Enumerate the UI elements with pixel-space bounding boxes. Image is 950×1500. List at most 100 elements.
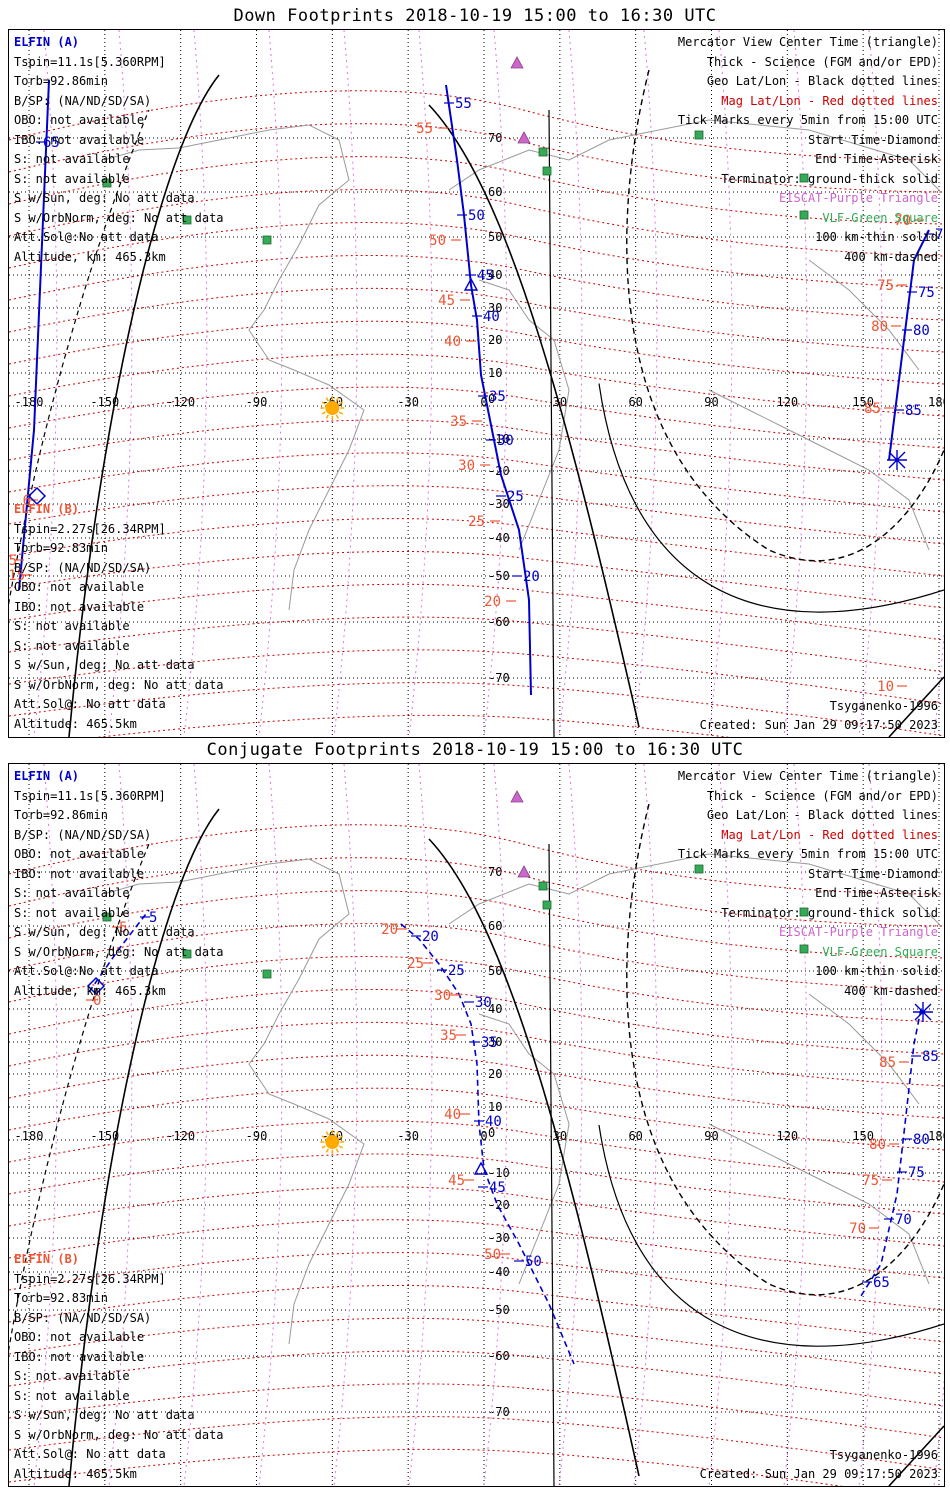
lon-label: 0 <box>480 1129 487 1143</box>
sun-ray <box>335 1131 339 1136</box>
elfin-b-tick-label: 30 <box>458 458 475 474</box>
square-icon <box>262 235 272 245</box>
mag-lat-line <box>9 452 944 513</box>
coastline <box>288 369 365 611</box>
sun-ray <box>335 414 339 419</box>
mag-lon-line <box>183 30 208 737</box>
lat-label: 50 <box>488 230 502 244</box>
elfin-a-line: S: not available <box>14 886 130 900</box>
lon-label: 90 <box>704 395 718 409</box>
legend-item: 100 km-thin solid <box>815 230 938 244</box>
elfin-a-line: Att.Sol@:No att data <box>14 964 159 978</box>
mag-lat-line <box>9 1021 944 1087</box>
elfin-a-tick-label: 30 <box>475 995 492 1011</box>
elfin-b-tick-label: 35 <box>450 414 467 430</box>
elfin-a-tick-label: 5 <box>149 910 157 926</box>
legend-item: Tick Marks every 5min from 15:00 UTC <box>677 113 938 127</box>
mag-lon-line <box>633 764 658 1486</box>
elfin-a-line: B/SP: (NA/ND/SD/SA) <box>14 93 152 108</box>
elfin-b-tick-label: 50 <box>429 233 446 249</box>
elfin-a-line: Torb=92.86min <box>14 808 108 822</box>
legend-item: Mag Lat/Lon - Red dotted lines <box>721 827 938 842</box>
square-icon <box>102 178 112 188</box>
elfin-a-line: S: not available <box>14 905 130 920</box>
elfin-a-line: S w/OrbNorm, deg: No att data <box>14 944 224 959</box>
mag-lat-line <box>9 518 944 577</box>
sun-icon <box>320 1130 345 1154</box>
elfin-a-track <box>445 84 532 696</box>
lon-label: 60 <box>628 395 642 409</box>
elfin-a-tick-label: 35 <box>481 1035 498 1051</box>
square-icon <box>799 907 809 917</box>
elfin-a-tick-label: 45 <box>489 1180 506 1196</box>
lat-label: 10 <box>488 366 502 380</box>
legend-item: Thick - Science (FGM and/or EPD) <box>706 788 938 803</box>
elfin-b-tick-label: 45 <box>438 293 455 309</box>
elfin-b-line: S: not available <box>14 1369 130 1383</box>
sun-ray <box>325 1131 329 1136</box>
elfin-a-tick-label: 70 <box>935 227 944 243</box>
elfin-a-tick-label: 80 <box>913 1132 930 1148</box>
lon-label: 90 <box>704 1129 718 1143</box>
elfin-a-tick-label: 55 <box>455 96 472 112</box>
mag-lat-line <box>9 419 944 481</box>
terminator-ground <box>428 104 640 728</box>
mag-lon-line <box>483 30 508 737</box>
legend-item: EISCAT-Purple Triangle <box>779 191 938 205</box>
mag-lat-line <box>9 616 944 673</box>
elfin-a-line: Tspin=11.1s[5.360RPM] <box>14 788 166 803</box>
coastline <box>103 858 350 1105</box>
square-icon <box>538 147 548 157</box>
elfin-a-west-track <box>88 909 150 993</box>
mag-lat-line <box>9 485 944 545</box>
coastlines <box>103 853 940 1345</box>
elfin-b-info: ELFIN (B) Tspin=2.27s[26.34RPM] Torb=92.83… <box>14 500 224 734</box>
elfin-a-tick-label: 30 <box>497 433 514 449</box>
elfin-b-line: S w/OrbNorm, deg: No att data <box>14 1427 224 1442</box>
legend-item: EISCAT-Purple Triangle <box>779 925 938 939</box>
mag-lon-line <box>108 30 133 737</box>
mag-lat-line <box>9 1448 844 1486</box>
coastlines <box>103 119 940 611</box>
terminator-400km <box>626 803 944 1296</box>
elfin-a-line: IBO: not available <box>14 132 145 147</box>
mag-lat-line <box>9 1186 944 1247</box>
elfin-a-header: ELFIN (A) <box>14 769 80 783</box>
mag-lon-line <box>408 30 433 737</box>
geo-grid: -180-150-120-90-60-300306090120150180706… <box>9 30 944 737</box>
elfin-a-west-track <box>18 79 50 591</box>
sun-ray <box>321 401 326 405</box>
square-icon <box>799 944 809 954</box>
lat-label: 70 <box>488 131 502 145</box>
mag-lat-line <box>96 714 731 737</box>
stations <box>102 790 809 979</box>
mag-lat-line <box>9 649 944 705</box>
elfin-b-tick-label: 15 <box>9 568 25 584</box>
elfin-a-line: B/SP: (NA/ND/SD/SA) <box>14 827 152 842</box>
mag-lat-line <box>9 583 944 641</box>
triangle-icon <box>510 790 524 803</box>
elfin-b-line: S w/Sun, deg: No att data <box>14 1408 195 1422</box>
terminator-400km <box>9 843 150 1352</box>
sun-ray <box>321 411 326 415</box>
coastline <box>448 119 940 191</box>
lat-label: -70 <box>488 1405 510 1419</box>
elfin-a-tick-label: 35 <box>489 389 506 405</box>
elfin-b-tick-label: 80 <box>869 1137 886 1153</box>
elfin-a-tick-label: 50 <box>525 1254 542 1270</box>
coastline <box>448 853 940 925</box>
elfin-b-tick-label: 5 <box>119 920 127 936</box>
elfin-a-line: Att.Sol@:No att data <box>14 230 159 244</box>
terminators <box>9 69 944 737</box>
mag-lat-line <box>9 682 944 737</box>
stations <box>102 56 809 245</box>
elfin-a-line: S: not available <box>14 171 130 186</box>
mag-lon-line <box>183 764 208 1486</box>
mag-lat-line <box>9 287 944 353</box>
lat-label: 60 <box>488 185 502 199</box>
legend: Mercator View Center Time (triangle) Thic… <box>678 33 938 267</box>
mag-lon-line <box>783 764 808 1486</box>
elfin-b-tick-label: 75 <box>862 1173 879 1189</box>
sun-ray <box>321 1135 326 1139</box>
elfin-a-line: Altitude, km: 465.3km <box>14 249 166 264</box>
